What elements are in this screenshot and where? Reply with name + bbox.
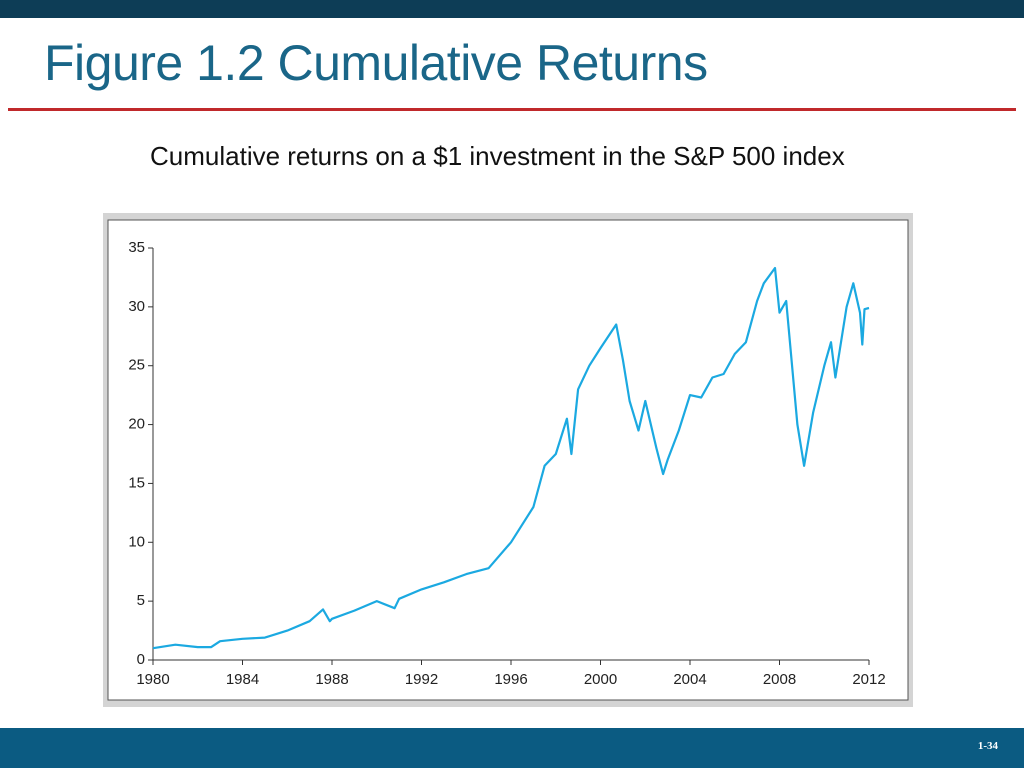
caption: Cumulative returns on a $1 investment in… [150, 141, 845, 171]
y-tick-label: 0 [137, 651, 145, 668]
title-rule [8, 108, 1016, 111]
bottom-bar [0, 728, 1024, 768]
y-tick-label: 30 [128, 298, 145, 315]
x-tick-label: 2008 [763, 671, 796, 688]
line-series [152, 266, 870, 650]
x-tick-label: 1996 [494, 671, 527, 688]
y-tick-label: 35 [128, 239, 145, 256]
y-tick-label: 15 [128, 474, 145, 491]
x-tick-label: 1980 [136, 671, 169, 688]
x-tick-label: 1984 [226, 671, 259, 688]
plot-box [107, 219, 909, 701]
x-tick-label: 1992 [405, 671, 438, 688]
top-bar [0, 0, 1024, 18]
x-tick-label: 2012 [852, 671, 885, 688]
x-tick-label: 1988 [315, 671, 348, 688]
slide-title: Figure 1.2 Cumulative Returns [44, 35, 708, 91]
page-number: 1-34 [977, 740, 998, 752]
y-tick-label: 25 [128, 357, 145, 374]
y-tick-label: 20 [128, 416, 145, 433]
y-tick-label: 5 [137, 592, 145, 609]
x-tick-label: 2004 [673, 671, 706, 688]
y-tick-label: 10 [128, 533, 145, 550]
chart: 0 5 10 15 20 25 30 35 1980 1984 1988 1992 1996 2000 20… [103, 213, 913, 707]
x-tick-label: 2000 [584, 671, 617, 688]
